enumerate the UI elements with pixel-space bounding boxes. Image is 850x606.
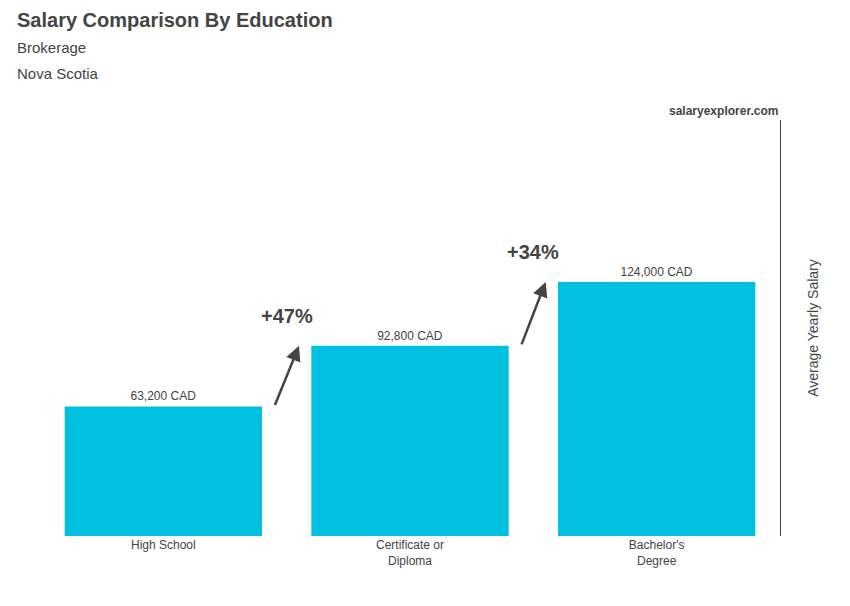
svg-text:salaryexplorer.com: salaryexplorer.com bbox=[669, 104, 778, 118]
svg-text:High School: High School bbox=[131, 538, 196, 552]
svg-text:Average Yearly Salary: Average Yearly Salary bbox=[805, 259, 821, 397]
svg-text:+34%: +34% bbox=[507, 241, 559, 263]
svg-text:92,800 CAD: 92,800 CAD bbox=[377, 329, 443, 343]
svg-text:+47%: +47% bbox=[261, 305, 313, 327]
svg-text:Salary Comparison By Education: Salary Comparison By EducationBrokerageN… bbox=[17, 9, 333, 82]
svg-text:63,200 CAD: 63,200 CAD bbox=[130, 389, 196, 403]
svg-text:Bachelor'sDegree: Bachelor'sDegree bbox=[629, 538, 685, 568]
svg-text:Certificate orDiploma: Certificate orDiploma bbox=[376, 538, 444, 568]
svg-text:124,000 CAD: 124,000 CAD bbox=[620, 265, 692, 279]
